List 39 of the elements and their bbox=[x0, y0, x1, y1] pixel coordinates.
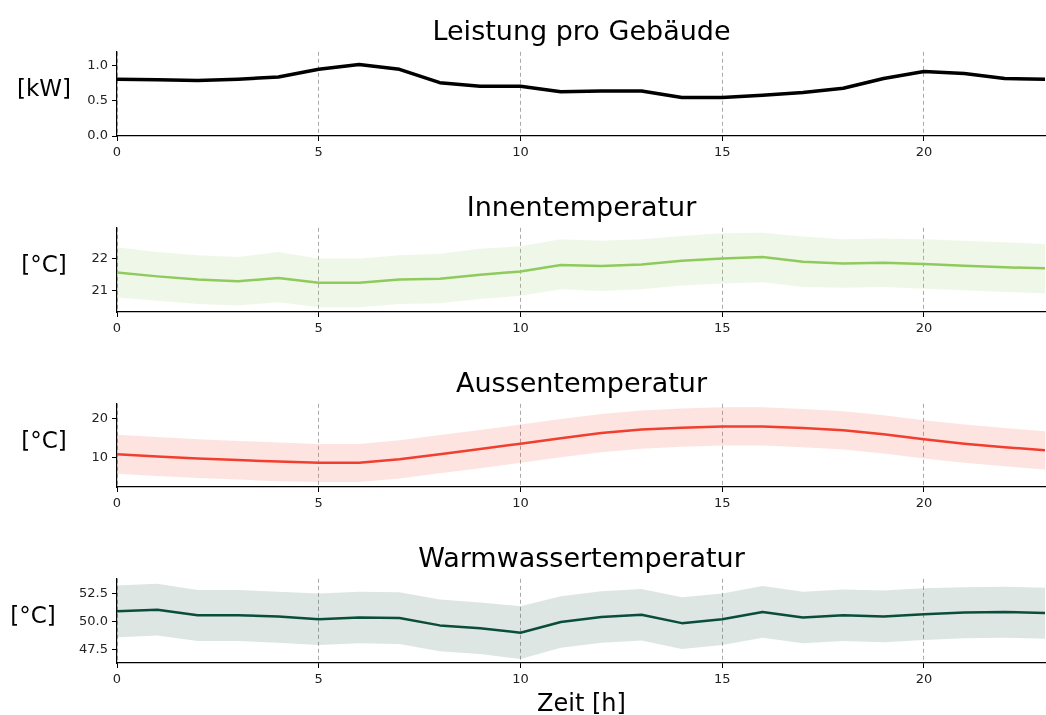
x-tick-label: 15 bbox=[713, 671, 731, 687]
x-tick-label: 0 bbox=[112, 671, 122, 687]
x-axis-title: Zeit [h] bbox=[537, 689, 626, 715]
x-tick-label: 10 bbox=[512, 671, 529, 687]
x-tick-label: 10 bbox=[512, 495, 529, 511]
chart-title: Innentemperatur bbox=[466, 190, 697, 222]
y-tick-label: 52.5 bbox=[79, 584, 108, 600]
y-axis-title: [°C] bbox=[21, 251, 67, 277]
x-tick-label: 20 bbox=[915, 144, 933, 160]
x-tick-label: 5 bbox=[314, 144, 323, 160]
y-tick-label: 10 bbox=[91, 448, 108, 464]
y-axis-title: [°C] bbox=[10, 602, 56, 628]
x-tick-label: 0 bbox=[112, 495, 122, 511]
chart-title: Warmwassertemperatur bbox=[418, 541, 745, 573]
x-tick-label: 5 bbox=[314, 671, 323, 687]
x-tick-label: 0 bbox=[112, 320, 122, 336]
chart-title: Aussentemperatur bbox=[455, 366, 708, 398]
y-axis-title: [°C] bbox=[21, 426, 67, 453]
x-tick-label: 15 bbox=[713, 320, 731, 336]
chart-title: Leistung pro Gebäude bbox=[432, 14, 731, 46]
y-tick-label: 22 bbox=[91, 249, 108, 265]
y-tick-label: 47.5 bbox=[79, 640, 108, 656]
y-tick-label: 20 bbox=[91, 409, 108, 425]
x-tick-label: 20 bbox=[915, 495, 933, 511]
x-tick-label: 5 bbox=[314, 495, 323, 511]
y-axis-title: [kW] bbox=[16, 75, 72, 101]
y-tick-label: 0.0 bbox=[87, 127, 108, 143]
x-tick-label: 15 bbox=[713, 495, 731, 511]
x-tick-label: 15 bbox=[713, 144, 731, 160]
y-tick-label: 1.0 bbox=[87, 57, 108, 73]
y-tick-label: 50.0 bbox=[79, 612, 108, 628]
y-tick-label: 21 bbox=[91, 282, 108, 298]
x-tick-label: 20 bbox=[915, 320, 933, 336]
x-tick-label: 5 bbox=[314, 320, 323, 336]
x-tick-label: 0 bbox=[112, 144, 122, 160]
x-tick-label: 10 bbox=[512, 144, 529, 160]
y-tick-label: 0.5 bbox=[87, 92, 108, 108]
x-tick-label: 20 bbox=[915, 671, 933, 687]
x-tick-label: 10 bbox=[512, 320, 529, 336]
